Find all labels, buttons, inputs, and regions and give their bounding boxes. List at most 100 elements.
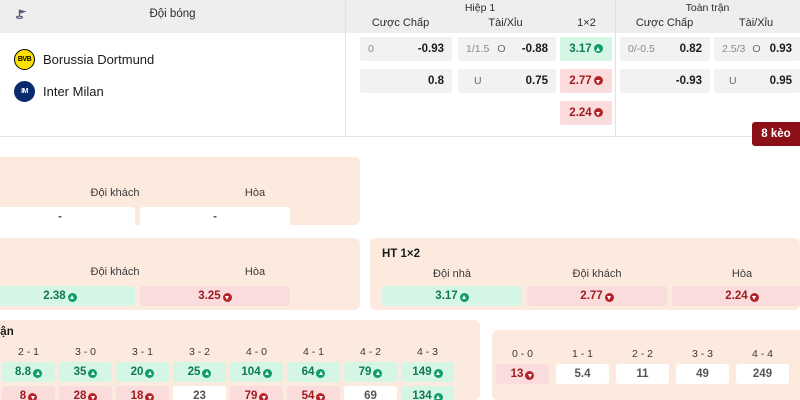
team-logo-icon: IM — [14, 81, 35, 102]
score-label: 4 - 0 — [245, 346, 267, 358]
odds-box[interactable]: - — [0, 207, 135, 227]
team-row[interactable]: BVB Borussia Dortmund — [14, 49, 154, 70]
odds-count-badge[interactable]: 8 kèo — [752, 122, 800, 146]
score-odds-box[interactable]: 13 — [496, 364, 549, 384]
over-marker: O — [752, 43, 761, 55]
odds-box[interactable]: - — [140, 207, 290, 227]
pin-flag-icon[interactable] — [14, 8, 30, 24]
odds-value: 3.17 — [569, 43, 592, 55]
score-odds-box[interactable]: 249 — [736, 364, 789, 384]
odds-box[interactable]: 3.25 — [140, 286, 290, 306]
score-odds-box[interactable]: 69 — [344, 386, 397, 400]
arrow-down-icon — [259, 392, 269, 400]
arrow-up-icon — [88, 368, 98, 378]
score-odds-box[interactable]: 35 — [59, 362, 112, 382]
odds-value: 79 — [358, 366, 372, 378]
score-odds-box[interactable]: 54 — [287, 386, 340, 400]
score-odds-box[interactable]: 8 — [2, 386, 55, 400]
column-header-away: Đội khách — [90, 187, 140, 199]
odds-box[interactable]: 2.38 — [0, 286, 135, 306]
arrow-down-icon — [88, 392, 98, 400]
column-divider-halves — [615, 0, 616, 136]
score-odds-box[interactable]: 18 — [116, 386, 169, 400]
score-odds-box[interactable]: 5.4 — [556, 364, 609, 384]
panel-market-a: Đội khách Hòa - - - — [0, 157, 360, 227]
score-odds-box[interactable]: 149 — [401, 362, 454, 382]
score-label: 3 - 1 — [131, 346, 153, 358]
score-odds-box[interactable]: 23 — [173, 386, 226, 400]
odds-value: 0.93 — [769, 43, 792, 55]
odds-cell-ft-handicap[interactable]: -0.93 — [620, 69, 710, 93]
score-odds-box[interactable]: 79 — [344, 362, 397, 382]
score-odds-box[interactable]: 104 — [230, 362, 283, 382]
arrow-up-icon — [459, 292, 469, 302]
score-odds-box[interactable]: 64 — [287, 362, 340, 382]
odds-cell-ft-handicap[interactable]: 0/-0.5 0.82 — [620, 37, 710, 61]
odds-cell-ht-1x2-away[interactable]: 2.77 — [560, 69, 612, 93]
panel-correct-score: trận 2 - 1 3 - 0 3 - 1 3 - 2 4 - 0 4 - 1… — [0, 320, 480, 400]
subheader-ft-handicap: Cược Chấp — [635, 17, 694, 29]
score-label: 4 - 3 — [416, 346, 438, 358]
team-name: Borussia Dortmund — [43, 52, 155, 67]
odds-cell-ft-overunder[interactable]: 2.5/3 O 0.93 — [714, 37, 800, 61]
odds-value: 0.95 — [769, 75, 792, 87]
subheader-ht-1x2: 1×2 — [577, 17, 596, 29]
team-name: Inter Milan — [43, 84, 104, 99]
odds-box[interactable]: 2.77 — [527, 286, 667, 306]
odds-value: 3.25 — [198, 290, 221, 302]
odds-cell-ft-overunder[interactable]: U 0.95 — [714, 69, 800, 93]
table-bottom-divider — [0, 136, 800, 137]
panel-market-b: Đội khách Hòa 2.38 3.25 — [0, 238, 360, 310]
column-header-draw: Hòa — [244, 187, 266, 199]
handicap-line: 0/-0.5 — [628, 43, 655, 55]
column-header-draw: Hòa — [244, 266, 266, 278]
odds-cell-ht-overunder[interactable]: 1/1.5 O -0.88 — [458, 37, 556, 61]
odds-value: 2.77 — [569, 75, 592, 87]
team-column-body — [0, 33, 345, 136]
score-label: 2 - 1 — [17, 346, 39, 358]
team-row[interactable]: IM Inter Milan — [14, 81, 104, 102]
odds-value: 8.8 — [15, 366, 31, 378]
odds-value: -0.93 — [675, 75, 702, 87]
under-marker: U — [474, 75, 482, 87]
odds-value: 0.82 — [679, 43, 702, 55]
odds-cell-ht-handicap[interactable]: 0.8 — [360, 69, 452, 93]
subheader-ht-overunder: Tài/Xỉu — [488, 17, 523, 29]
score-label: 3 - 2 — [188, 346, 210, 358]
odds-value: 104 — [241, 366, 261, 378]
total-line: 1/1.5 — [466, 43, 490, 55]
odds-value: 2.24 — [725, 290, 748, 302]
odds-cell-ht-1x2-home[interactable]: 3.17 — [560, 37, 612, 61]
arrow-up-icon — [373, 368, 383, 378]
team-column-label: Đội bóng — [149, 8, 196, 20]
panel-title: HT 1×2 — [382, 248, 421, 260]
score-odds-box[interactable]: 79 — [230, 386, 283, 400]
arrow-up-icon — [593, 44, 603, 53]
odds-box[interactable]: 2.24 — [672, 286, 800, 306]
column-header-draw: Hòa — [731, 268, 753, 280]
odds-cell-ht-1x2-draw[interactable]: 2.24 — [560, 101, 612, 125]
odds-value: 8 — [19, 390, 27, 400]
score-odds-box[interactable]: 25 — [173, 362, 226, 382]
odds-box[interactable]: 3.17 — [382, 286, 522, 306]
score-odds-box[interactable]: 28 — [59, 386, 112, 400]
odds-cell-ht-handicap[interactable]: 0 -0.93 — [360, 37, 452, 61]
score-odds-box[interactable]: 20 — [116, 362, 169, 382]
odds-table: Đội bóng Hiệp 1 Toàn trận Cược Chấp Tài/… — [0, 0, 800, 146]
arrow-up-icon — [145, 368, 155, 378]
score-odds-box[interactable]: 49 — [676, 364, 729, 384]
arrow-up-icon — [433, 392, 443, 400]
score-label: 3 - 0 — [74, 346, 96, 358]
odds-value: 13 — [510, 368, 524, 380]
score-odds-box[interactable]: 134 — [401, 386, 454, 400]
odds-value: 79 — [244, 390, 258, 400]
arrow-down-icon — [145, 392, 155, 400]
column-header-away: Đội khách — [90, 266, 140, 278]
odds-value: 49 — [696, 368, 709, 380]
odds-cell-ht-overunder[interactable]: U 0.75 — [458, 69, 556, 93]
score-odds-box[interactable]: 8.8 — [2, 362, 55, 382]
score-odds-box[interactable]: 11 — [616, 364, 669, 384]
arrow-down-icon — [604, 292, 614, 302]
panel-draw-scores: 0 - 0 1 - 1 2 - 2 3 - 3 4 - 4 13 5.4 11 … — [492, 330, 800, 400]
column-header-away: Đội khách — [572, 268, 622, 280]
